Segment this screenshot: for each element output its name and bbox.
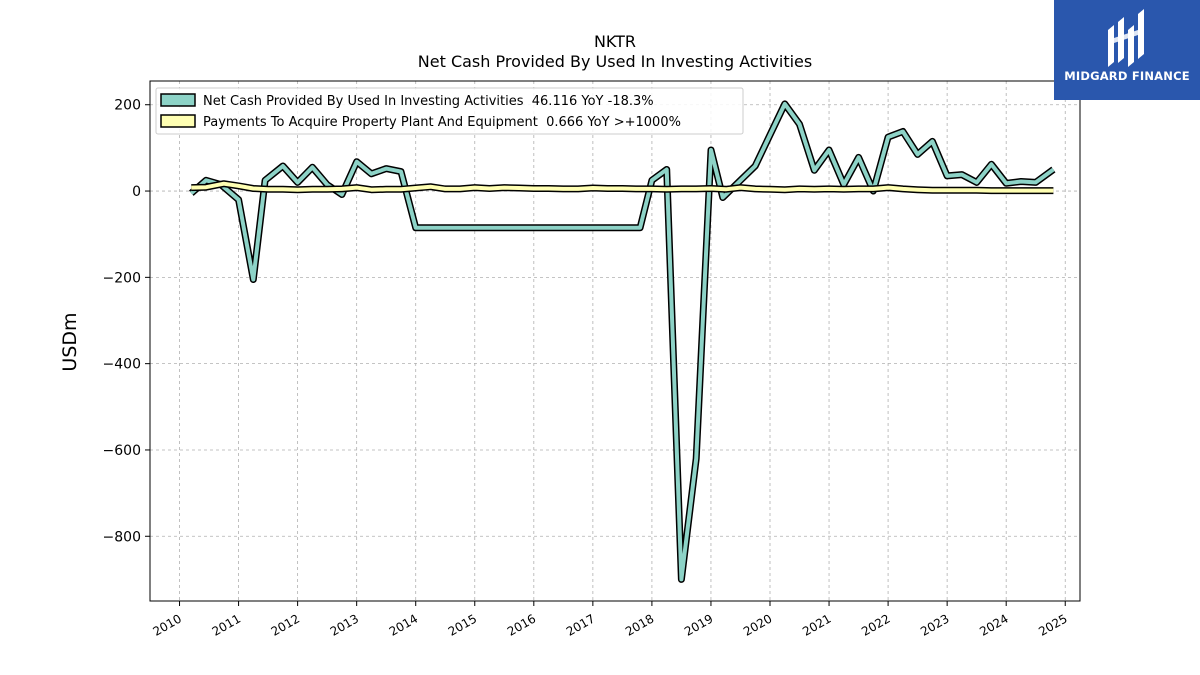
y-tick-label: −400: [103, 357, 141, 373]
x-tick-label: 2015: [446, 611, 479, 638]
plot-area: [150, 81, 1080, 601]
x-tick-label: 2019: [682, 611, 715, 638]
legend-box: [155, 87, 744, 135]
series-layer: [189, 100, 1056, 583]
x-tick-label: 2012: [269, 611, 302, 638]
y-axis-label: USDm: [59, 312, 81, 371]
x-tick-label: 2018: [623, 611, 656, 638]
x-tick-label: 2016: [505, 611, 538, 638]
legend: Net Cash Provided By Used In Investing A…: [155, 87, 744, 135]
x-tick-label: 2022: [859, 611, 892, 638]
midgard-logo-icon: [1108, 9, 1144, 67]
x-tick-label: 2014: [387, 611, 420, 638]
grid: [150, 81, 1080, 601]
x-tick-label: 2013: [328, 611, 361, 638]
x-tick-label: 2017: [564, 611, 597, 638]
x-tick-label: 2025: [1036, 611, 1069, 638]
series-line-capex-payments: [191, 181, 1054, 193]
chart-title: NKTR: [594, 32, 636, 51]
legend-swatch-capex: [160, 114, 196, 128]
y-axis: 200 0 −200 −400 −600 −800: [103, 98, 150, 545]
x-axis: 2010 2011 2012 2013 2014 2015 2016 2017 2018 2019…: [151, 601, 1070, 639]
y-tick-label: −600: [103, 443, 141, 459]
y-tick-label: −800: [103, 529, 141, 545]
series-line-net-cash-investing: [189, 101, 1055, 582]
legend-swatch-net-cash: [160, 93, 196, 107]
midgard-finance-logo: MIDGARD FINANCE: [1054, 0, 1200, 100]
x-tick-label: 2020: [741, 611, 774, 638]
legend-label-capex: Payments To Acquire Property Plant And E…: [203, 115, 681, 130]
legend-label-net-cash: Net Cash Provided By Used In Investing A…: [203, 94, 654, 109]
logo-text: MIDGARD FINANCE: [1064, 69, 1190, 83]
x-tick-label: 2024: [977, 611, 1010, 638]
y-tick-label: 0: [132, 184, 141, 200]
y-tick-label: 200: [114, 98, 141, 114]
x-tick-label: 2010: [151, 611, 184, 638]
x-tick-label: 2023: [918, 611, 951, 638]
x-tick-label: 2011: [210, 611, 243, 638]
x-tick-label: 2021: [800, 611, 833, 638]
plot-frame: [149, 80, 1081, 602]
chart-subtitle: Net Cash Provided By Used In Investing A…: [418, 52, 812, 71]
y-tick-label: −200: [103, 270, 141, 286]
